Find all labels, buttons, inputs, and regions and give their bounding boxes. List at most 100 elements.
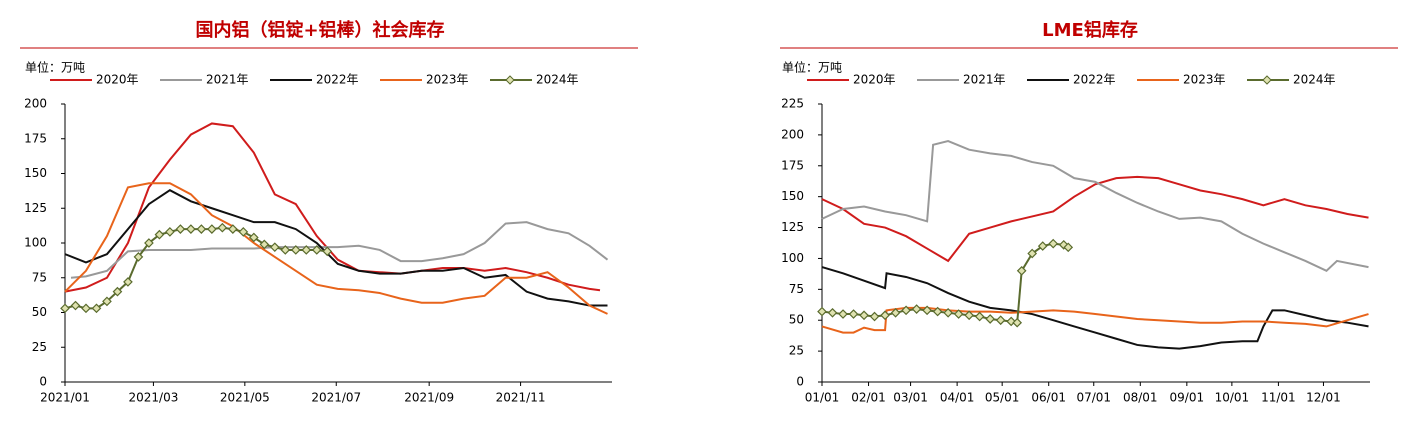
- y-tick-label: 225: [781, 97, 804, 111]
- x-tick-label: 07/01: [1076, 391, 1111, 405]
- data-point: [112, 286, 123, 297]
- legend-label: 2023年: [426, 73, 469, 87]
- data-point: [1016, 265, 1027, 276]
- x-tick-label: 10/01: [1215, 391, 1250, 405]
- data-point: [322, 246, 333, 257]
- x-tick-label: 06/01: [1031, 391, 1066, 405]
- data-point: [290, 245, 301, 255]
- data-point: [165, 227, 175, 237]
- y-tick-label: 75: [32, 270, 47, 284]
- data-point: [953, 309, 964, 319]
- legend-label: 2020年: [96, 73, 139, 87]
- data-point: [227, 224, 238, 234]
- data-point: [922, 305, 932, 316]
- x-tick-label: 01/01: [805, 391, 840, 405]
- data-point: [1037, 241, 1048, 251]
- data-point: [280, 245, 291, 255]
- y-tick-label: 100: [781, 251, 804, 265]
- data-point: [827, 307, 838, 318]
- x-tick-label: 2021/07: [311, 391, 361, 405]
- y-tick-label: 50: [32, 305, 47, 319]
- x-tick-label: 08/01: [1123, 391, 1158, 405]
- data-point: [1012, 317, 1023, 328]
- y-tick-label: 200: [781, 127, 804, 141]
- y-tick-label: 100: [24, 236, 47, 250]
- legend-label: 2024年: [1293, 73, 1336, 87]
- series-line: [64, 182, 608, 315]
- data-point: [1027, 248, 1038, 259]
- data-point: [301, 245, 312, 255]
- chart-title: 国内铝（铝锭+铝棒）社会库存: [195, 19, 444, 41]
- data-point: [817, 306, 827, 317]
- data-point: [154, 229, 165, 240]
- legend-label: 2024年: [536, 73, 579, 87]
- data-point: [102, 296, 112, 307]
- x-tick-label: 2021/05: [220, 391, 270, 405]
- series-line: [64, 189, 608, 307]
- y-tick-label: 125: [24, 201, 47, 215]
- legend-label: 2022年: [1073, 73, 1116, 87]
- legend-label: 2023年: [1183, 73, 1226, 87]
- unit-label: 单位：万吨: [782, 60, 842, 75]
- y-tick-label: 175: [24, 131, 47, 145]
- data-point: [964, 310, 974, 321]
- y-tick-label: 125: [781, 220, 804, 234]
- data-point: [70, 300, 81, 311]
- legend-label: 2021年: [963, 73, 1006, 87]
- data-point: [207, 224, 217, 234]
- unit-label: 单位：万吨: [25, 60, 85, 75]
- data-point: [144, 238, 154, 248]
- data-point: [848, 309, 859, 319]
- series-line: [821, 175, 1369, 263]
- data-point: [196, 224, 207, 234]
- x-tick-label: 05/01: [985, 391, 1020, 405]
- y-tick-label: 150: [24, 166, 47, 180]
- series-line: [64, 122, 601, 293]
- data-point: [248, 232, 259, 243]
- data-point: [311, 245, 322, 255]
- series-line: [821, 140, 1369, 272]
- x-tick-label: 04/01: [940, 391, 975, 405]
- x-tick-label: 12/01: [1306, 391, 1341, 405]
- legend-label: 2022年: [316, 73, 359, 87]
- series-line: [821, 306, 1369, 334]
- y-tick-label: 50: [789, 313, 804, 327]
- data-point: [217, 222, 228, 233]
- data-point: [932, 306, 943, 317]
- data-point: [901, 305, 911, 316]
- data-point: [974, 311, 985, 322]
- y-tick-label: 75: [789, 282, 804, 296]
- data-point: [81, 303, 91, 314]
- data-point: [869, 311, 880, 322]
- data-point: [838, 309, 848, 319]
- legend-marker: [505, 75, 515, 85]
- data-point: [269, 242, 280, 253]
- y-tick-label: 0: [39, 375, 47, 389]
- data-point: [238, 227, 249, 237]
- data-point: [133, 252, 144, 262]
- data-point: [91, 303, 102, 314]
- y-tick-label: 200: [24, 97, 47, 111]
- data-point: [259, 239, 270, 250]
- x-tick-label: 2021/03: [128, 391, 178, 405]
- data-point: [1063, 242, 1074, 253]
- data-point: [890, 307, 901, 318]
- legend-label: 2020年: [853, 73, 896, 87]
- x-tick-label: 2021/09: [404, 391, 454, 405]
- x-tick-label: 2021/11: [496, 391, 546, 405]
- data-point: [880, 310, 890, 321]
- data-point: [985, 314, 996, 324]
- x-tick-label: 2021/01: [40, 391, 90, 405]
- y-tick-label: 25: [789, 344, 804, 358]
- series-line: [70, 221, 609, 279]
- data-point: [123, 277, 133, 287]
- x-tick-label: 03/01: [893, 391, 928, 405]
- data-point: [1048, 238, 1059, 249]
- x-tick-label: 11/01: [1261, 391, 1296, 405]
- data-point: [911, 304, 922, 314]
- data-point: [943, 307, 953, 318]
- x-tick-label: 09/01: [1170, 391, 1205, 405]
- data-point: [859, 310, 869, 321]
